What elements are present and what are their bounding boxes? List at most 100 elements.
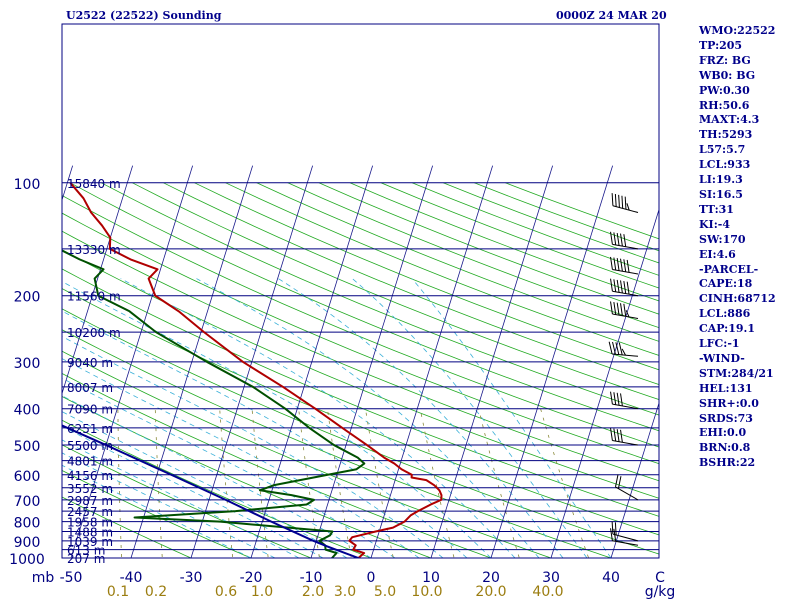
dry-adiabat [62, 350, 553, 558]
index-line: TH:5293 [699, 128, 753, 142]
dry-adiabat [62, 444, 313, 558]
index-line: BRN:0.8 [699, 441, 751, 455]
index-line: KI:-4 [699, 217, 730, 231]
index-line: WB0: BG [699, 68, 756, 82]
moist-adiabat [411, 278, 612, 558]
temperature-tick-label: 0 [367, 570, 376, 586]
moist-adiabat [62, 464, 252, 558]
pressure-tick-label: 300 [14, 356, 41, 372]
isotherm [130, 165, 254, 558]
height-label: 2457 m [67, 505, 113, 519]
height-label: 207 m [67, 552, 105, 566]
wind-barb [608, 341, 639, 357]
temperature-tick-label: -40 [120, 570, 143, 586]
index-line: SHR+:0.0 [699, 396, 759, 410]
dry-adiabat [62, 308, 659, 555]
mixing-ratio-tick-label: 5.0 [374, 584, 396, 600]
wind-barb [610, 256, 639, 275]
dry-adiabat [256, 182, 659, 342]
height-label: 1958 m [67, 516, 113, 530]
index-line: -WIND- [699, 351, 745, 365]
height-label: 9040 m [67, 356, 113, 370]
dry-adiabat [62, 329, 613, 558]
isotherm [610, 401, 659, 558]
pressure-unit-label: mb [32, 570, 55, 586]
index-line: CAPE:18 [699, 277, 753, 291]
dry-adiabat [62, 395, 433, 558]
mixing-ratio-line [219, 408, 234, 558]
index-line: SW:170 [699, 232, 746, 246]
parcel-trace [62, 424, 359, 558]
moist-adiabat [62, 452, 276, 558]
mixing-ratio-line [327, 408, 352, 558]
temperature-tick-label: 10 [422, 570, 440, 586]
mixing-ratio-line [117, 408, 122, 558]
dry-adiabat [62, 496, 192, 558]
index-line: STM:284/21 [699, 366, 774, 380]
height-label: 7090 m [67, 403, 113, 417]
moist-adiabat [62, 395, 372, 558]
dry-adiabat [132, 182, 659, 401]
index-line: EHI:0.0 [699, 426, 747, 440]
index-line: LCL:886 [699, 307, 751, 321]
height-label: 1039 m [67, 535, 113, 549]
index-line: SI:16.5 [699, 187, 743, 201]
moist-adiabat [62, 281, 492, 558]
mixing-ratio-line [419, 408, 455, 558]
height-label: 613 m [67, 544, 105, 558]
mixing-ratio-tick-label: 0.1 [107, 584, 129, 600]
isotherm [370, 165, 494, 558]
height-label: 2987 m [67, 494, 113, 508]
mixing-ratio-unit-label: g/kg [645, 584, 676, 600]
dry-adiabat [62, 212, 659, 465]
temperature-tick-label: 30 [542, 570, 560, 586]
pressure-tick-label: 400 [14, 403, 41, 419]
wind-barb [610, 391, 639, 410]
station-title: U2522 (22522) Sounding [66, 9, 222, 22]
wind-barb [610, 528, 639, 546]
moist-adiabat [278, 278, 564, 558]
temperature-tick-label: 40 [602, 570, 620, 586]
moist-adiabat [62, 335, 444, 558]
mixing-ratio-line [298, 408, 320, 558]
temperature-trace [69, 182, 443, 558]
height-label: 13330 m [67, 243, 121, 257]
time-title: 0000Z 24 MAR 20 [556, 9, 667, 22]
wind-barb [610, 301, 639, 320]
height-label: 1488 m [67, 526, 113, 540]
pressure-tick-label: 1000 [9, 552, 45, 568]
pressure-tick-label: 100 [14, 177, 41, 193]
dry-adiabat [225, 182, 659, 356]
isotherm [490, 165, 614, 558]
index-line: BSHR:22 [699, 456, 756, 470]
dry-adiabat [62, 230, 659, 482]
plot-frame [61, 23, 660, 559]
dry-adiabat [163, 182, 659, 385]
isotherm [62, 165, 134, 395]
index-line: CINH:68712 [699, 292, 776, 306]
moist-adiabat [62, 425, 324, 558]
wind-barb [611, 193, 639, 213]
height-label: 5500 m [67, 439, 113, 453]
index-line: L57:5.7 [699, 143, 746, 157]
wind-barb [610, 427, 639, 446]
height-label: 3552 m [67, 482, 113, 496]
wind-barb [610, 231, 639, 250]
index-line: FRZ: BG [699, 53, 751, 67]
mixing-ratio-tick-label: 2.0 [302, 584, 324, 600]
mixing-ratio-tick-label: 10.0 [411, 584, 442, 600]
isotherm [430, 165, 554, 558]
isotherm [550, 208, 659, 558]
mixing-ratio-line [478, 408, 520, 558]
dry-adiabat [62, 373, 493, 558]
index-line: CAP:19.1 [699, 322, 756, 336]
index-line: LCL:933 [699, 158, 751, 172]
index-line: RH:50.6 [699, 98, 750, 112]
index-line: SRDS:73 [699, 411, 753, 425]
pressure-tick-label: 500 [14, 439, 41, 455]
pressure-tick-label: 700 [14, 494, 41, 510]
dry-adiabat [101, 182, 659, 416]
wind-barb [611, 521, 639, 542]
isotherm [310, 165, 434, 558]
